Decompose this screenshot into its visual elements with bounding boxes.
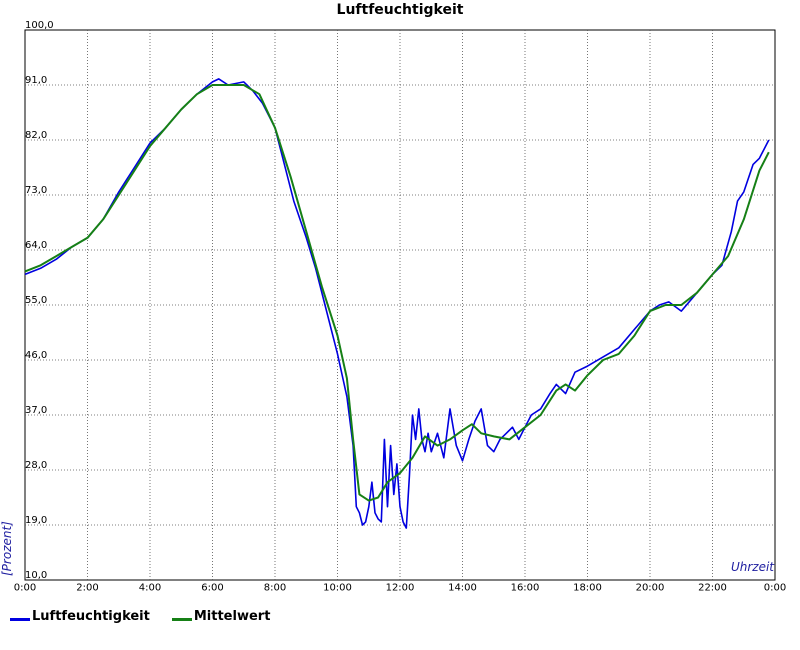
series-layer bbox=[24, 78, 770, 529]
y-axis-ticks: 10,0 19,0 28,0 37,0 46,0 55,0 64,0 73,0 82,0 91,0… bbox=[25, 20, 54, 581]
x-axis-label: Uhrzeit bbox=[731, 560, 775, 574]
x-tick-label: 6:00 bbox=[201, 582, 223, 593]
series-line-humidity bbox=[24, 78, 770, 529]
x-tick-label: 22:00 bbox=[698, 582, 727, 593]
grid bbox=[25, 30, 775, 580]
y-tick-label: 37,0 bbox=[25, 405, 47, 416]
x-tick-label: 2:00 bbox=[76, 582, 98, 593]
y-tick-label: 82,0 bbox=[25, 130, 47, 141]
legend-item-average: Mittelwert bbox=[171, 609, 271, 624]
x-tick-label: 0:00 bbox=[14, 582, 36, 593]
y-tick-label: 55,0 bbox=[25, 295, 47, 306]
x-tick-label: 4:00 bbox=[139, 582, 161, 593]
x-tick-label: 12:00 bbox=[386, 582, 415, 593]
legend-swatch-average bbox=[171, 618, 192, 621]
legend-label-average: Mittelwert bbox=[193, 609, 271, 624]
legend-item-humidity: Luftfeuchtigkeit bbox=[10, 609, 150, 624]
legend: Luftfeuchtigkeit Mittelwert bbox=[10, 609, 292, 624]
x-tick-label: 8:00 bbox=[264, 582, 286, 593]
x-tick-label: 16:00 bbox=[511, 582, 540, 593]
x-axis-ticks: 0:00 2:00 4:00 6:00 8:00 10:00 12:00 14:00 16:00… bbox=[14, 582, 786, 593]
y-tick-label: 28,0 bbox=[25, 460, 47, 471]
x-tick-label: 10:00 bbox=[323, 582, 352, 593]
y-tick-label: 19,0 bbox=[25, 515, 47, 526]
series-line-average bbox=[24, 84, 770, 502]
y-tick-label: 46,0 bbox=[25, 350, 47, 361]
chart-title: Luftfeuchtigkeit bbox=[337, 2, 464, 18]
y-axis-label: [Prozent] bbox=[0, 521, 14, 576]
legend-swatch-humidity bbox=[10, 618, 30, 621]
y-tick-label: 100,0 bbox=[25, 20, 54, 31]
x-tick-label: 20:00 bbox=[636, 582, 665, 593]
y-tick-label: 91,0 bbox=[25, 75, 47, 86]
x-tick-label: 14:00 bbox=[448, 582, 477, 593]
x-tick-label: 18:00 bbox=[573, 582, 602, 593]
y-tick-label: 10,0 bbox=[25, 570, 47, 581]
x-tick-label: 0:00 bbox=[764, 582, 786, 593]
y-tick-label: 73,0 bbox=[25, 185, 47, 196]
y-tick-label: 64,0 bbox=[25, 240, 47, 251]
legend-label-humidity: Luftfeuchtigkeit bbox=[32, 609, 150, 624]
